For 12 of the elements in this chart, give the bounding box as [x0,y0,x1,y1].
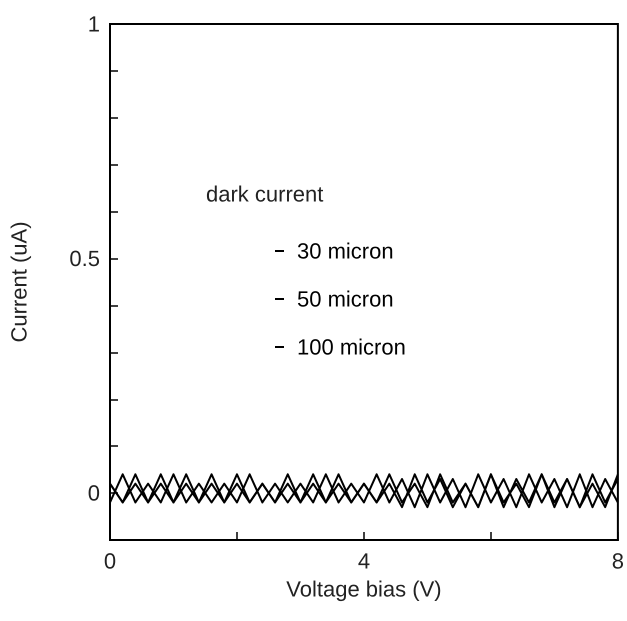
legend-label: 30 micron [297,238,394,264]
x-axis-title: Voltage bias (V) [286,576,442,602]
x-tick-label: 8 [612,548,624,574]
y-tick-label: 0 [88,480,100,506]
y-tick-label: 0.5 [69,246,100,272]
x-tick-label: 4 [358,548,370,574]
legend-title: dark current [206,182,324,206]
legend-label: 100 micron [297,334,406,360]
y-axis-title: Current (uA) [6,221,32,343]
x-tick-label: 0 [104,548,116,574]
legend-label: 50 micron [297,286,394,312]
y-tick-label: 1 [88,12,100,36]
